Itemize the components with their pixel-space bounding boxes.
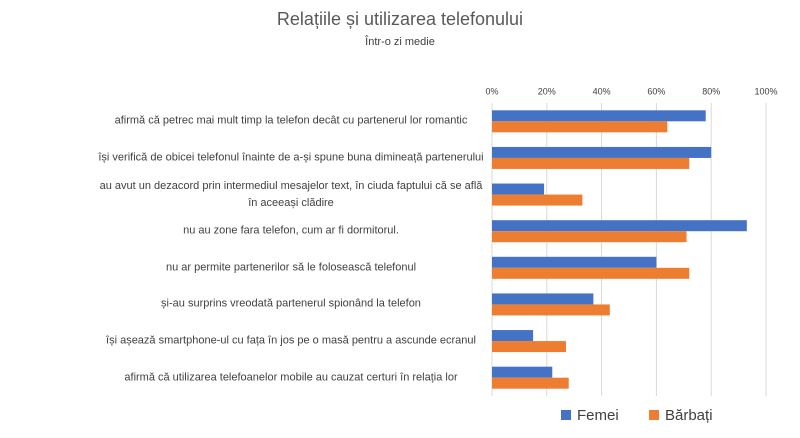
legend-swatch [561, 410, 571, 420]
bar [492, 267, 690, 279]
bar [492, 194, 583, 206]
y-tick-label: afirmă că petrec mai mult timp la telefo… [114, 114, 468, 127]
legend-swatch [649, 410, 659, 420]
x-tick-label: 40% [593, 86, 611, 96]
bar [492, 256, 657, 268]
bar [492, 220, 747, 232]
legend-label: Femei [577, 407, 619, 424]
x-tick-label: 60% [647, 86, 665, 96]
bar [492, 341, 566, 353]
x-tick-label: 100% [754, 86, 777, 96]
y-tick-label: și-au surprins vreodată partenerul spion… [161, 297, 421, 310]
bar [492, 366, 553, 378]
x-tick-label: 20% [538, 86, 556, 96]
chart-subtitle: Într-o zi medie [364, 35, 435, 48]
bar [492, 377, 569, 389]
bar [492, 330, 534, 342]
legend-label: Bărbați [665, 407, 713, 424]
bar [492, 110, 706, 122]
x-tick-label: 0% [485, 86, 498, 96]
bar [492, 304, 610, 316]
y-tick-label: își verifică de obicei telefonul înainte… [98, 151, 484, 164]
bar [492, 121, 668, 133]
bar [492, 146, 712, 158]
bar [492, 157, 690, 169]
y-tick-label: au avut un dezacord prin intermediul mes… [99, 179, 483, 209]
chart-title: Relațiile și utilizarea telefonului [277, 9, 523, 29]
bar [492, 231, 687, 243]
bar [492, 293, 594, 305]
y-tick-label: nu ar permite partenerilor să le folosea… [165, 261, 417, 274]
x-tick-label: 80% [702, 86, 720, 96]
y-tick-label: afirmă că utilizarea telefoanelor mobile… [124, 371, 458, 384]
y-tick-label: nu au zone fara telefon, cum ar fi dormi… [183, 224, 399, 237]
y-tick-label: își așează smartphone-ul cu fața în jos … [106, 334, 476, 347]
bar [492, 183, 545, 195]
